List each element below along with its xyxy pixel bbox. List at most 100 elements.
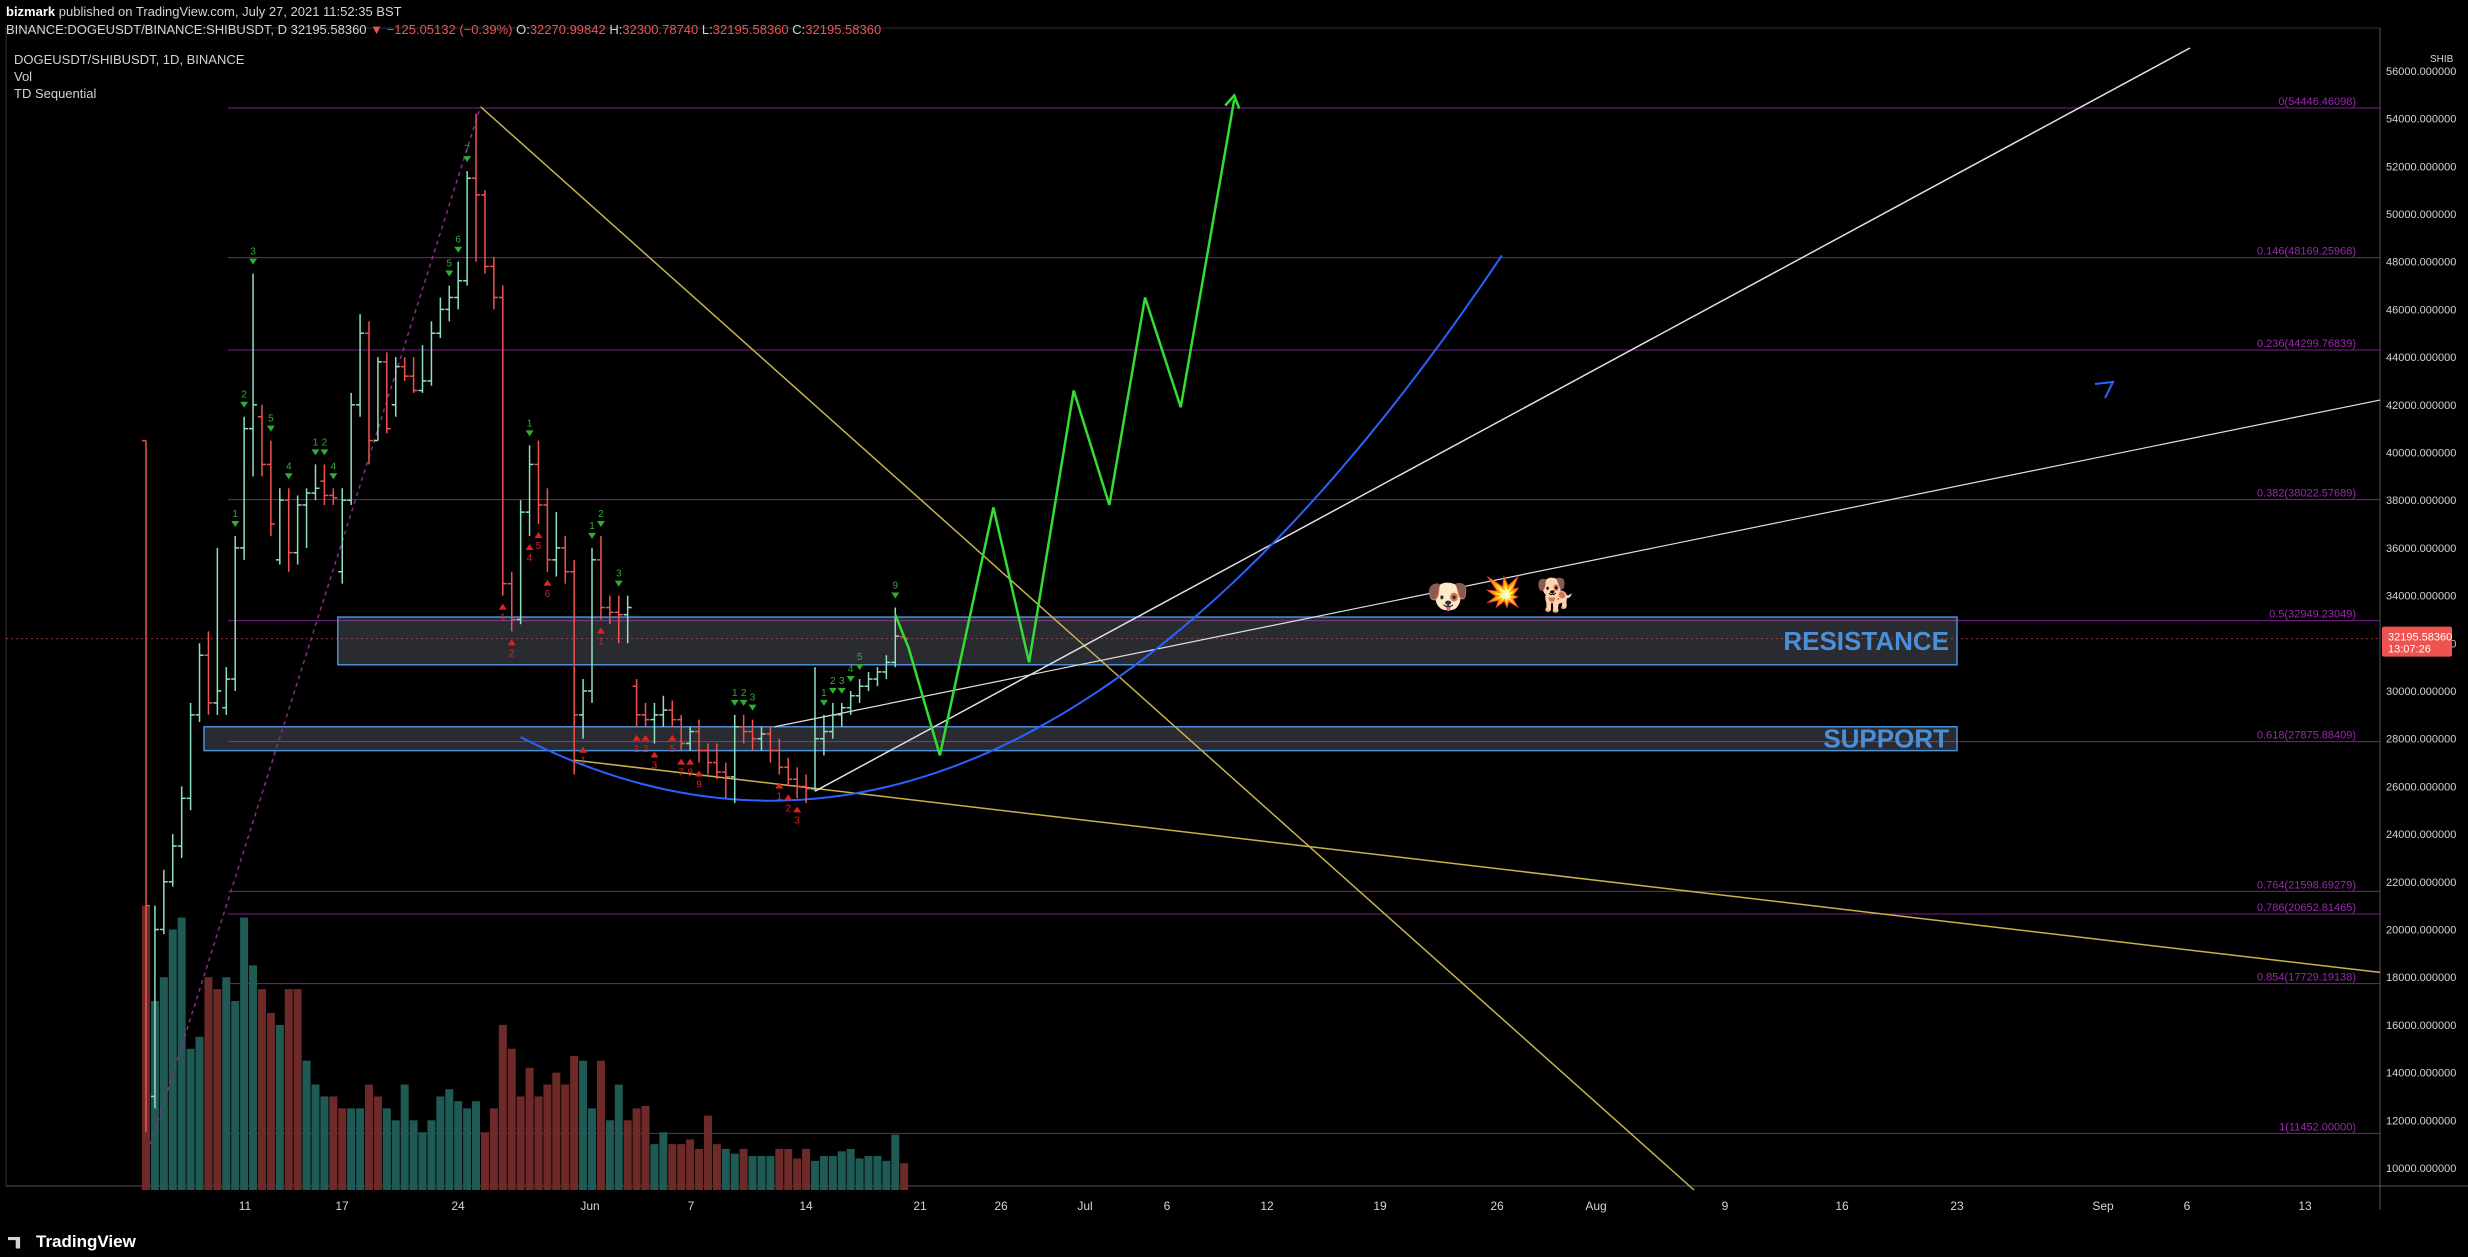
td-down-triangle-icon [819,699,828,706]
volume-bar [570,1055,579,1190]
x-tick-label: 16 [1835,1199,1849,1213]
td-buy-count: 1 [777,791,783,802]
td-sell-count: 1 [732,688,738,699]
td-up-triangle-icon [793,806,802,813]
x-tick-label: 7 [688,1199,695,1213]
support-zone [203,726,1958,752]
volume-bar [784,1148,793,1190]
y-tick-label: 44000.000000 [2386,352,2456,364]
volume-bar [650,1144,659,1190]
td-down-triangle-icon [249,258,258,265]
td-up-triangle-icon [695,770,704,777]
volume-bar [659,1132,668,1190]
volume-bar [703,1115,712,1190]
resistance-label: RESISTANCE [1783,626,1949,656]
td-up-triangle-icon [677,758,686,765]
volume-bar [864,1156,873,1190]
y-tick-label: 54000.000000 [2386,114,2456,126]
td-buy-count: 5 [536,541,542,552]
y-tick-label: 42000.000000 [2386,400,2456,412]
symbol-ohlc-line: BINANCE:DOGEUSDT/BINANCE:SHIBUSDT, D 321… [6,22,881,37]
volume-bar [757,1156,766,1190]
volume-bar [677,1144,686,1190]
td-sell-count: 1 [527,418,533,429]
volume-bar [284,989,293,1190]
fib-level-label: 0.764(21598.69279) [2257,879,2356,891]
volume-bar [837,1151,846,1190]
td-buy-count: 2 [643,744,649,755]
dog-icon: 🐕 [1536,577,1576,613]
td-up-triangle-icon [498,603,507,610]
legend-symbol[interactable]: DOGEUSDT/SHIBUSDT, 1D, BINANCE [14,52,245,67]
fib-level-label: 0.618(27875.88409) [2257,730,2356,742]
close-value: 32195.58360 [805,22,882,37]
td-down-triangle-icon [730,699,739,706]
volume-bar [472,1101,481,1190]
volume-bar [712,1144,721,1190]
volume-bar [766,1156,775,1190]
author-name[interactable]: bizmark [6,4,56,19]
lower-trend-line-yellow [574,759,2381,974]
td-down-triangle-icon [329,473,338,480]
volume-bar [195,1036,204,1190]
open-label: O: [516,22,530,37]
td-buy-count: 2 [509,648,515,659]
td-down-triangle-icon [525,430,534,437]
x-tick-label: Jul [1077,1199,1092,1213]
td-buy-count: 1 [500,613,506,624]
curve-arrow-icon [2094,380,2115,399]
volume-bar [507,1048,516,1190]
projection-arrow-icon [1224,93,1241,109]
fib-level-label: 0.786(20652.81465) [2257,902,2356,914]
td-up-triangle-icon [525,543,534,550]
y-tick-label: 56000.000000 [2386,66,2456,78]
volume-bar [382,1108,391,1190]
td-down-triangle-icon [891,592,900,599]
td-down-triangle-icon [266,425,275,432]
x-tick-label: 14 [799,1199,813,1213]
volume-bar [436,1096,445,1190]
volume-bar [365,1084,373,1190]
volume-bar [418,1132,427,1190]
td-sell-count: 1 [232,509,238,520]
volume-bar [445,1089,454,1190]
volume-bar [480,1132,489,1190]
fib-level-label: 0(54446.46098) [2278,96,2356,108]
y-tick-label: 40000.000000 [2386,448,2456,460]
volume-bar [373,1096,382,1190]
tradingview-brand[interactable]: TradingView [8,1232,136,1252]
x-tick-label: Sep [2092,1199,2114,1213]
td-down-triangle-icon [231,520,240,527]
td-down-triangle-icon [463,156,472,163]
td-down-triangle-icon [855,664,864,671]
td-sell-count: 6 [455,235,461,246]
collision-icon: 💥 [1484,574,1521,610]
volume-bar [668,1144,677,1190]
y-tick-label: 30000.000000 [2386,686,2456,698]
td-sell-count: 5 [446,259,452,270]
fib-level-label: 0.854(17729.19138) [2257,972,2356,984]
td-up-triangle-icon [543,579,552,586]
white-channel-upper [814,47,2191,792]
publish-date: published on TradingView.com, July 27, 2… [58,4,402,19]
volume-bar [454,1101,463,1190]
x-tick-label: Jun [580,1199,599,1213]
fib-level-label: 0.5(32949.23049) [2269,609,2356,621]
x-tick-label: 17 [335,1199,349,1213]
y-tick-label: 36000.000000 [2386,543,2456,555]
volume-bar [828,1156,837,1190]
x-tick-label: 26 [994,1199,1008,1213]
volume-bar [427,1120,436,1190]
td-sell-count: 1 [821,688,827,699]
legend-volume[interactable]: Vol [14,69,33,84]
y-tick-label: 50000.000000 [2386,209,2456,221]
legend-td-sequential[interactable]: TD Sequential [14,86,97,101]
volume-bar [900,1163,909,1190]
volume-bar [775,1148,784,1190]
td-down-triangle-icon [240,401,249,408]
volume-bar [793,1158,802,1190]
high-value: 32300.78740 [622,22,699,37]
volume-bar [695,1148,704,1190]
td-up-triangle-icon [596,627,605,634]
